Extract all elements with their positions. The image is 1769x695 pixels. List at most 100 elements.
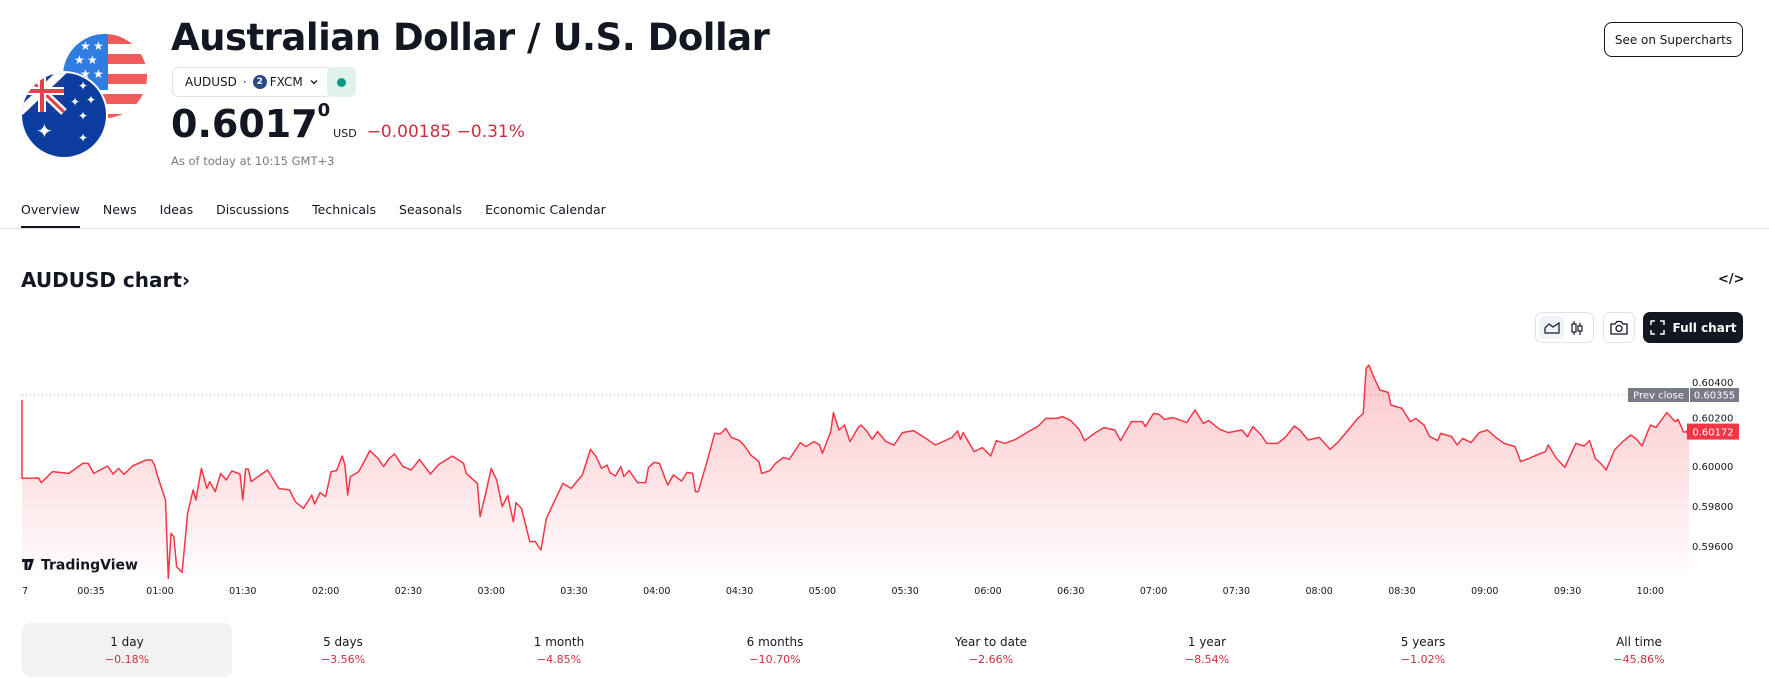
svg-text:✦: ✦ (70, 95, 80, 109)
prev-close-value: 0.60355 (1694, 391, 1735, 402)
period-5-years[interactable]: 5 years −1.02% (1318, 623, 1528, 677)
see-on-supercharts-button[interactable]: See on Supercharts (1604, 22, 1743, 57)
market-status-button[interactable] (327, 67, 356, 97)
full-chart-button[interactable]: Full chart (1643, 312, 1743, 343)
x-axis-tick-label: 05:00 (809, 586, 836, 597)
period-1-day[interactable]: 1 day −0.18% (22, 623, 232, 677)
x-axis-tick-label: 08:00 (1305, 586, 1332, 597)
price-line (21, 364, 1690, 580)
performance-periods: 1 day −0.18% 5 days −3.56% 1 month −4.85% 6 mo… (22, 623, 1744, 677)
x-axis-tick-label: 04:30 (726, 586, 753, 597)
price-change: −0.00185 −0.31% (366, 122, 525, 142)
period-change: −10.70% (749, 652, 801, 666)
last-price: 0.6017 (171, 102, 318, 146)
tab-news[interactable]: News (102, 202, 137, 217)
svg-text:✦: ✦ (86, 93, 96, 107)
symbol-exchange-dropdown[interactable]: AUDUSD · 2 FXCM (172, 67, 332, 97)
last-price-label: 0.60172 (1692, 428, 1733, 439)
period-label: All time (1616, 634, 1662, 649)
period-6-months[interactable]: 6 months −10.70% (670, 623, 880, 677)
period-label: 5 days (323, 634, 363, 649)
tab-bar: Overview News Ideas Discussions Technica… (21, 202, 629, 228)
page-title: Australian Dollar / U.S. Dollar (171, 16, 770, 59)
x-axis-tick-label: 7 (22, 586, 28, 597)
price-chart[interactable]: 0.60400 0.60200 0.60000 0.59800 0.59600 7 00:3… (0, 355, 1769, 605)
as-of-timestamp: As of today at 10:15 GMT+3 (171, 154, 335, 168)
x-axis-tick-label: 04:00 (643, 586, 670, 597)
x-axis-tick-label: 07:00 (1140, 586, 1167, 597)
last-price-label-bg (1687, 423, 1739, 440)
tab-discussions[interactable]: Discussions (216, 202, 290, 217)
fullscreen-icon (1649, 320, 1665, 335)
tradingview-logo[interactable]: TradingView (22, 558, 138, 574)
price-block: 0.6017 0 USD −0.00185 −0.31% (171, 100, 525, 146)
x-axis-tick-label: 03:00 (477, 586, 504, 597)
symbol-label: AUDUSD (185, 75, 237, 89)
svg-text:★: ★ (80, 39, 91, 53)
separator: · (242, 75, 247, 89)
x-axis-tick-label: 06:30 (1057, 586, 1084, 597)
x-axis-tick-label: 01:00 (146, 586, 173, 597)
x-axis-tick-label: 05:30 (891, 586, 918, 597)
tab-overview[interactable]: Overview (21, 202, 80, 228)
price-area-fill (22, 365, 1689, 579)
y-axis-tick-label: 0.60200 (1692, 414, 1733, 425)
embed-code-icon[interactable]: </> (1718, 272, 1745, 287)
x-axis-tick-label: 00:35 (77, 586, 104, 597)
period-change: −0.18% (104, 652, 150, 666)
svg-text:✦: ✦ (36, 119, 53, 143)
x-axis-tick-label: 03:30 (560, 586, 587, 597)
x-axis-tick-label: 02:30 (395, 586, 422, 597)
full-chart-label: Full chart (1672, 320, 1737, 335)
x-axis-tick-label: 08:30 (1388, 586, 1415, 597)
period-change: −3.56% (320, 652, 366, 666)
australia-flag-icon: ✦✦ ✦✦✦✦ (22, 73, 106, 157)
period-label: Year to date (954, 634, 1028, 649)
period-all-time[interactable]: All time −45.86% (1534, 623, 1744, 677)
x-axis-tick-label: 10:00 (1637, 586, 1664, 597)
chart-type-toggle (1535, 312, 1594, 343)
x-axis-tick-label: 09:00 (1471, 586, 1498, 597)
svg-text:★: ★ (74, 53, 85, 67)
tab-technicals[interactable]: Technicals (312, 202, 377, 217)
x-axis-tick-label: 09:30 (1554, 586, 1581, 597)
period-1-month[interactable]: 1 month −4.85% (454, 623, 664, 677)
chevron-down-icon (310, 80, 318, 85)
svg-text:★: ★ (93, 67, 104, 81)
divider (0, 228, 1769, 229)
screenshot-button[interactable] (1603, 312, 1635, 343)
period-5-days[interactable]: 5 days −3.56% (238, 623, 448, 677)
tradingview-logo-text: TradingView (41, 558, 138, 574)
y-axis-tick-label: 0.60000 (1692, 462, 1733, 473)
candles-chart-button[interactable] (1564, 316, 1589, 339)
tab-ideas[interactable]: Ideas (159, 202, 194, 217)
period-change: −1.02% (1400, 652, 1446, 666)
chart-section-title-link[interactable]: AUDUSD chart› (21, 268, 191, 292)
exchange-logo-icon: 2 (252, 75, 267, 89)
period-1-year[interactable]: 1 year −8.54% (1102, 623, 1312, 677)
period-change: −2.66% (968, 652, 1014, 666)
period-change: −4.85% (536, 652, 582, 666)
x-axis-tick-label: 07:30 (1223, 586, 1250, 597)
period-change: −8.54% (1184, 652, 1230, 666)
period-year-to-date[interactable]: Year to date −2.66% (886, 623, 1096, 677)
period-label: 5 years (1400, 634, 1446, 649)
x-axis-tick-label: 01:30 (229, 586, 256, 597)
tab-seasonals[interactable]: Seasonals (399, 202, 463, 217)
svg-text:★: ★ (80, 67, 91, 81)
svg-text:✦: ✦ (78, 131, 88, 145)
price-fraction-digit: 0 (317, 100, 331, 121)
prev-close-label-bg (1628, 388, 1689, 402)
prev-close-label: Prev close (1633, 391, 1684, 402)
prev-close-value-bg (1690, 388, 1739, 402)
area-chart-button[interactable] (1539, 316, 1564, 339)
svg-text:✦: ✦ (78, 79, 88, 93)
period-change: −45.86% (1613, 652, 1665, 666)
market-open-dot-icon (337, 77, 346, 87)
y-axis-tick-label: 0.59800 (1692, 502, 1733, 513)
svg-text:★: ★ (93, 39, 104, 53)
exchange-label: FXCM (269, 75, 303, 89)
svg-text:✦: ✦ (78, 109, 88, 123)
currency-pair-flags: ★ ★★ ★★ ★ ✦✦ ✦✦✦✦ (20, 34, 147, 159)
tab-economic-calendar[interactable]: Economic Calendar (485, 202, 606, 217)
